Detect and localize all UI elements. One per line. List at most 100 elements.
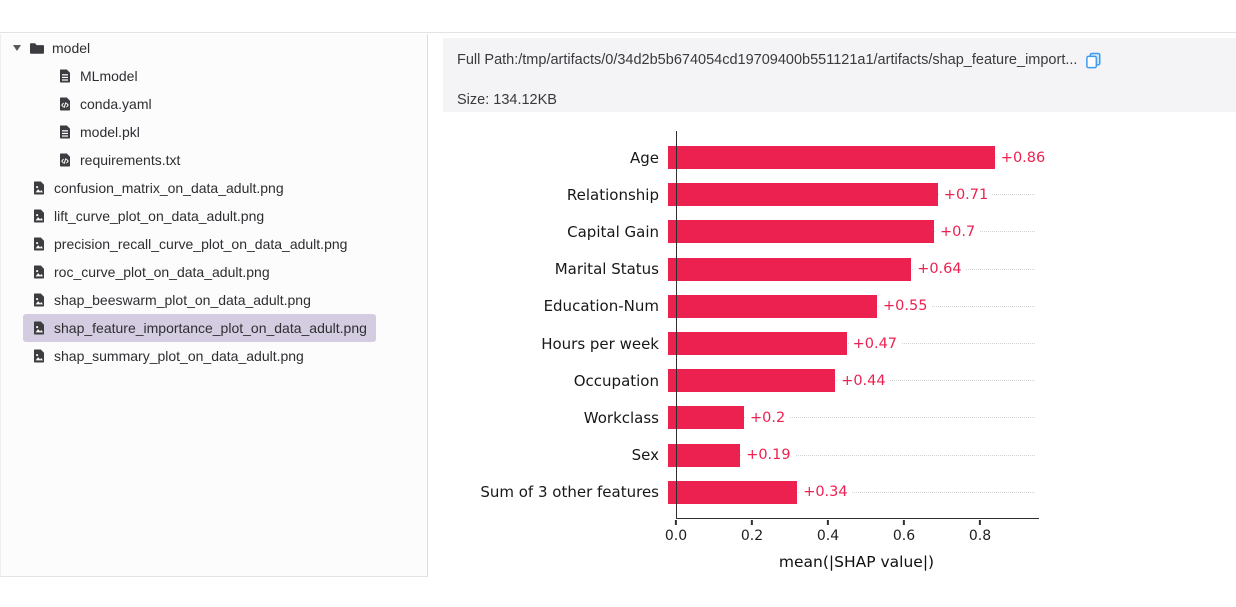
bar-row: Age +0.86 bbox=[455, 139, 1065, 176]
file-image-icon bbox=[31, 180, 47, 196]
tree-item-model[interactable]: model bbox=[5, 34, 99, 62]
bar-track: +0.64 bbox=[668, 257, 1035, 281]
tree-item-roc-curve-plot-on-data-adult-png[interactable]: roc_curve_plot_on_data_adult.png bbox=[23, 258, 279, 286]
x-axis-tick: 0.8 bbox=[969, 520, 991, 544]
copy-icon bbox=[1086, 52, 1101, 68]
bar-value-label: +0.19 bbox=[742, 447, 795, 464]
artifact-info-header: Full Path:/tmp/artifacts/0/34d2b5b674054… bbox=[443, 38, 1236, 112]
bar-track: +0.2 bbox=[668, 406, 1035, 430]
bar bbox=[668, 220, 934, 244]
file-code-icon bbox=[57, 152, 73, 168]
bar-row: Education-Num +0.55 bbox=[455, 288, 1065, 325]
x-axis-line bbox=[676, 518, 1039, 519]
file-image-icon bbox=[31, 236, 47, 252]
bar-row: Relationship +0.71 bbox=[455, 176, 1065, 213]
tree-item-label: model.pkl bbox=[80, 124, 140, 140]
bar-track: +0.7 bbox=[668, 220, 1035, 244]
tree-item-label: lift_curve_plot_on_data_adult.png bbox=[54, 208, 265, 224]
bar-category-label: Education-Num bbox=[543, 297, 659, 316]
bar-category-label: Hours per week bbox=[541, 334, 659, 353]
bar-value-label: +0.86 bbox=[996, 149, 1050, 166]
bar-track: +0.86 bbox=[668, 146, 1050, 170]
bar-value-label: +0.71 bbox=[939, 186, 993, 203]
tree-item-precision-recall-curve-plot-on-data-adult-png[interactable]: precision_recall_curve_plot_on_data_adul… bbox=[23, 230, 356, 258]
bar-value-label: +0.2 bbox=[746, 409, 790, 426]
bar-row: Workclass +0.2 bbox=[455, 399, 1065, 436]
tick-label: 0.6 bbox=[892, 528, 916, 544]
bar-category-label: Occupation bbox=[573, 371, 659, 390]
file-text-icon bbox=[57, 124, 73, 140]
bar-value-label: +0.7 bbox=[936, 223, 980, 240]
artifact-detail-panel: Full Path:/tmp/artifacts/0/34d2b5b674054… bbox=[429, 34, 1236, 607]
bar-category-label: Sex bbox=[631, 446, 659, 465]
x-axis-ticks: 0.0 0.2 0.4 0.6 0.8 bbox=[665, 520, 1037, 552]
y-axis-line bbox=[676, 131, 677, 518]
gridline bbox=[668, 417, 1035, 419]
bar-value-label: +0.44 bbox=[837, 372, 890, 389]
bar bbox=[668, 480, 798, 504]
full-path-line: Full Path:/tmp/artifacts/0/34d2b5b674054… bbox=[457, 47, 1222, 73]
file-image-icon bbox=[31, 208, 47, 224]
bar-category-label: Workclass bbox=[583, 408, 659, 427]
bar-track: +0.19 bbox=[668, 443, 1035, 467]
tree-item-label: MLmodel bbox=[80, 68, 138, 84]
bar-track: +0.71 bbox=[668, 183, 1035, 207]
tree-item-lift-curve-plot-on-data-adult-png[interactable]: lift_curve_plot_on_data_adult.png bbox=[23, 202, 273, 230]
tree-item-shap-summary-plot-on-data-adult-png[interactable]: shap_summary_plot_on_data_adult.png bbox=[23, 342, 313, 370]
copy-path-button[interactable] bbox=[1085, 52, 1102, 69]
bar-row: Sex +0.19 bbox=[455, 437, 1065, 474]
folder-icon bbox=[29, 40, 45, 56]
tree-item-label: conda.yaml bbox=[80, 96, 152, 112]
bar-row: Sum of 3 other features +0.34 bbox=[455, 474, 1065, 511]
bar bbox=[668, 183, 938, 207]
bar-track: +0.44 bbox=[668, 369, 1035, 393]
tick-mark bbox=[827, 520, 829, 525]
bar-row: Occupation +0.44 bbox=[455, 362, 1065, 399]
tick-mark bbox=[751, 520, 753, 525]
bar-value-label: +0.47 bbox=[848, 335, 902, 352]
x-axis-tick: 0.0 bbox=[665, 520, 687, 544]
x-axis-tick: 0.4 bbox=[817, 520, 839, 544]
file-code-icon bbox=[57, 96, 73, 112]
file-image-icon bbox=[31, 348, 47, 364]
bar-value-label: +0.34 bbox=[799, 484, 852, 501]
tree-item-shap-beeswarm-plot-on-data-adult-png[interactable]: shap_beeswarm_plot_on_data_adult.png bbox=[23, 286, 320, 314]
bar-value-label: +0.55 bbox=[879, 298, 932, 315]
tree-item-label: shap_beeswarm_plot_on_data_adult.png bbox=[54, 292, 311, 308]
tree-item-label: shap_feature_importance_plot_on_data_adu… bbox=[54, 320, 367, 336]
tree-item-shap-feature-importance-plot-on-data-adult-png[interactable]: shap_feature_importance_plot_on_data_adu… bbox=[23, 314, 376, 342]
bar bbox=[668, 369, 836, 393]
bar bbox=[668, 332, 847, 356]
bar-category-label: Sum of 3 other features bbox=[480, 483, 659, 502]
tick-mark bbox=[675, 520, 677, 525]
artifact-file-tree: model MLmodel conda.yaml model.pkl requireme… bbox=[0, 34, 428, 577]
bar-track: +0.34 bbox=[668, 480, 1035, 504]
bar-category-label: Relationship bbox=[566, 185, 659, 204]
tick-label: 0.8 bbox=[968, 528, 992, 544]
bar-row: Marital Status +0.64 bbox=[455, 251, 1065, 288]
tree-item-confusion-matrix-on-data-adult-png[interactable]: confusion_matrix_on_data_adult.png bbox=[23, 174, 293, 202]
tree-item-model-pkl[interactable]: model.pkl bbox=[49, 118, 149, 146]
tree-item-label: requirements.txt bbox=[80, 152, 181, 168]
tree-item-label: precision_recall_curve_plot_on_data_adul… bbox=[54, 236, 348, 252]
tick-mark bbox=[903, 520, 905, 525]
file-image-icon bbox=[31, 320, 47, 336]
bar-category-label: Capital Gain bbox=[567, 222, 659, 241]
tree-item-conda-yaml[interactable]: conda.yaml bbox=[49, 90, 161, 118]
tree-item-label: model bbox=[52, 40, 91, 56]
bar bbox=[668, 146, 995, 170]
tree-item-mlmodel[interactable]: MLmodel bbox=[49, 62, 147, 90]
bar bbox=[668, 443, 741, 467]
bar-category-label: Marital Status bbox=[554, 260, 659, 279]
tree-item-requirements-txt[interactable]: requirements.txt bbox=[49, 146, 189, 174]
bar-track: +0.47 bbox=[668, 332, 1035, 356]
file-text-icon bbox=[57, 68, 73, 84]
tick-mark bbox=[979, 520, 981, 525]
bar bbox=[668, 294, 877, 318]
tree-item-label: roc_curve_plot_on_data_adult.png bbox=[54, 264, 270, 280]
bar bbox=[668, 257, 912, 281]
full-path-text: Full Path:/tmp/artifacts/0/34d2b5b674054… bbox=[457, 52, 1078, 68]
tree-item-label: confusion_matrix_on_data_adult.png bbox=[54, 180, 284, 196]
caret-down-icon[interactable] bbox=[13, 45, 21, 51]
file-image-icon bbox=[31, 292, 47, 308]
